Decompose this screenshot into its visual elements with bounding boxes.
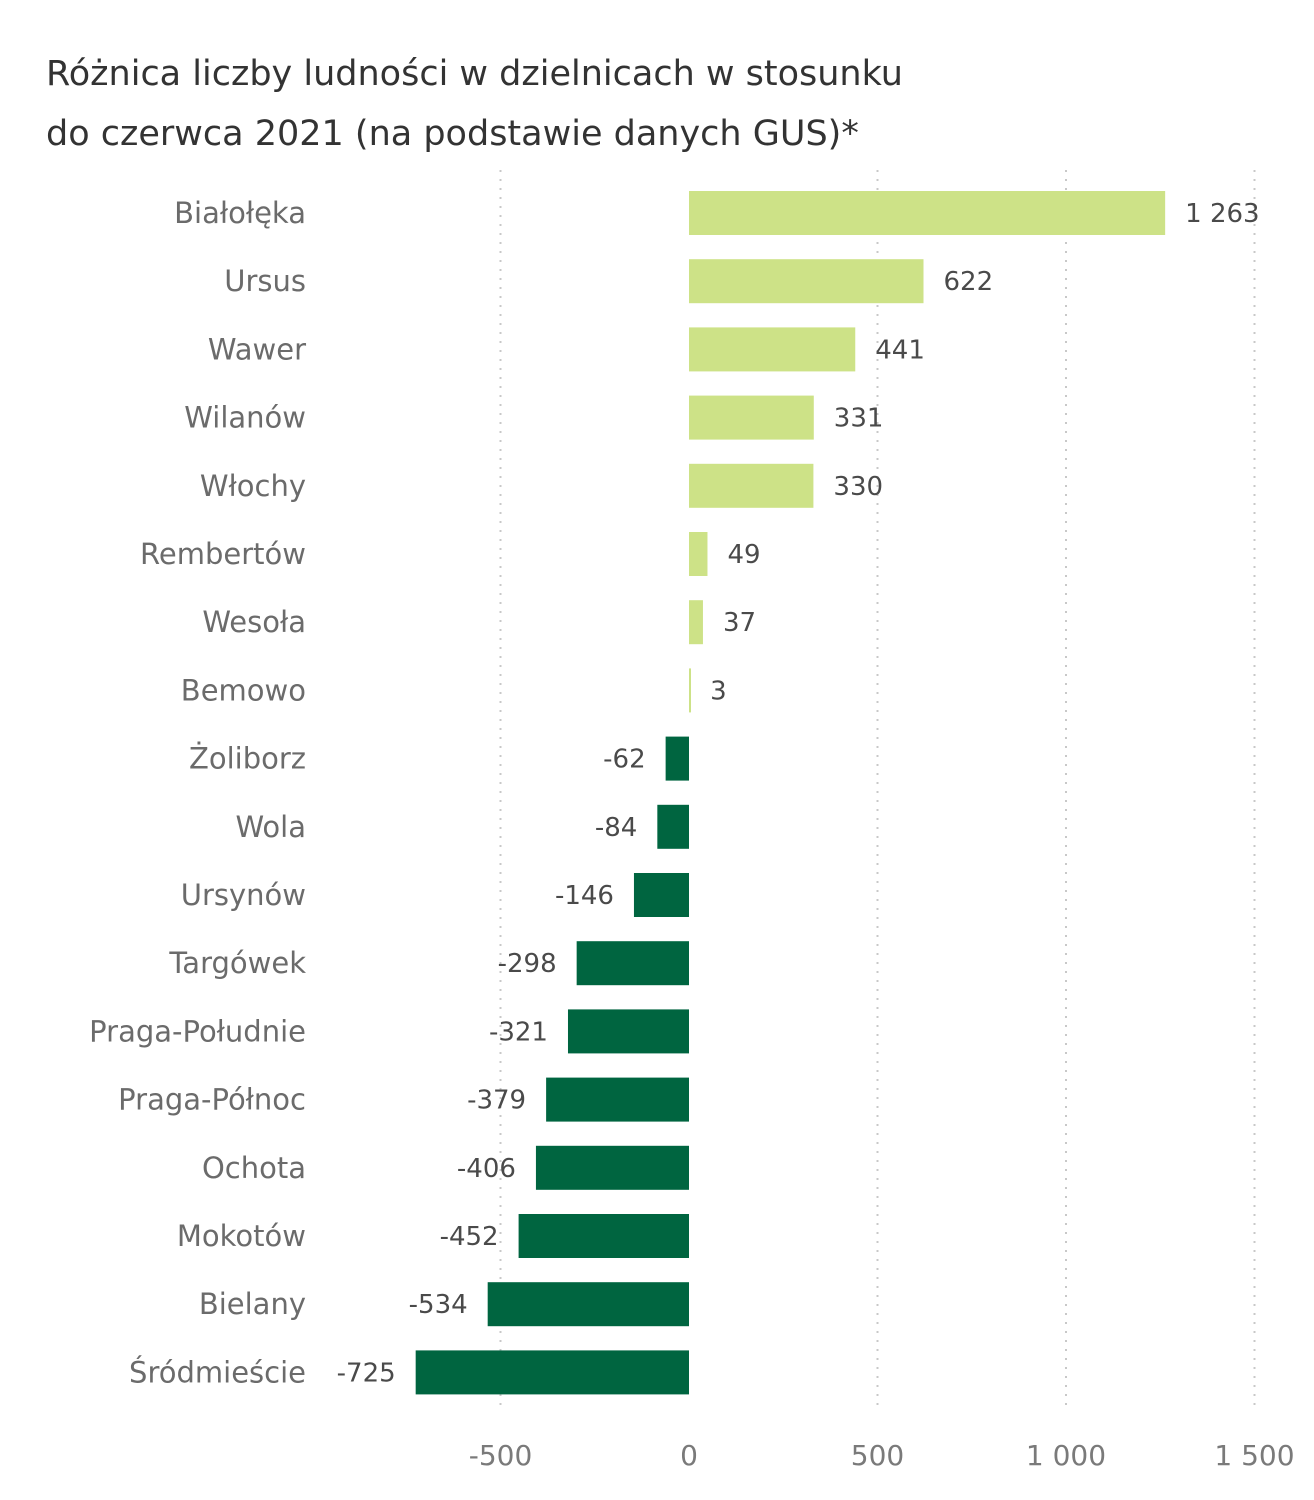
bar-3 [689, 395, 814, 440]
category-label-3: Wilanów [184, 401, 306, 435]
bar-7 [689, 668, 691, 713]
x-axis-ticks: -500 0 500 1 000 1 500 [469, 1439, 1295, 1472]
value-label-5: 49 [727, 540, 760, 570]
value-labels: 1 263 622 441 331 330 49 37 3 -62 -84 -146 -298 -321… [337, 199, 1260, 1388]
category-label-2: Wawer [208, 332, 306, 366]
bar-11 [576, 941, 689, 986]
category-label-9: Wola [235, 810, 306, 844]
bar-10 [633, 873, 689, 917]
value-label-15: -452 [440, 1222, 499, 1252]
value-label-1: 622 [943, 267, 993, 297]
category-label-5: Rembertów [140, 537, 306, 571]
category-label-13: Praga-Północ [118, 1083, 306, 1117]
value-label-14: -406 [457, 1154, 516, 1184]
value-label-3: 331 [834, 404, 884, 434]
category-label-10: Ursynów [181, 878, 306, 912]
bars [415, 191, 1166, 1395]
category-label-11: Targówek [168, 946, 306, 980]
value-label-7: 3 [710, 676, 727, 706]
bar-14 [535, 1145, 689, 1190]
chart-title-line-2: do czerwca 2021 (na podstawie danych GUS… [46, 114, 859, 154]
value-label-10: -146 [555, 881, 614, 911]
chart-title-line-1: Różnica liczby ludności w dzielnicach w … [46, 54, 903, 94]
value-label-17: -725 [337, 1358, 396, 1388]
x-tick-label-4: 1 500 [1214, 1439, 1294, 1472]
category-label-7: Bemowo [181, 673, 306, 707]
x-tick-label-1: 0 [680, 1439, 698, 1472]
bar-6 [689, 600, 703, 645]
category-label-8: Żoliborz [189, 742, 306, 776]
value-label-11: -298 [498, 949, 557, 979]
bar-9 [657, 804, 689, 849]
x-tick-label-2: 500 [851, 1439, 904, 1472]
bar-13 [546, 1077, 689, 1122]
value-label-16: -534 [409, 1290, 468, 1320]
bar-15 [518, 1214, 689, 1258]
bar-12 [567, 1009, 689, 1054]
value-label-13: -379 [467, 1086, 526, 1116]
category-labels: Białołęka Ursus Wawer Wilanów Włochy Rembertó… [89, 196, 306, 1389]
value-label-2: 441 [875, 335, 925, 365]
category-label-0: Białołęka [174, 196, 306, 230]
category-label-14: Ochota [202, 1151, 306, 1185]
value-label-0: 1 263 [1185, 199, 1259, 229]
value-label-6: 37 [723, 608, 756, 638]
x-tick-label-3: 1 000 [1026, 1439, 1106, 1472]
bar-5 [689, 532, 708, 576]
category-label-17: Śródmieście [129, 1355, 306, 1389]
bar-8 [665, 736, 689, 781]
value-label-12: -321 [489, 1017, 548, 1047]
bar-1 [689, 259, 924, 304]
category-label-1: Ursus [224, 264, 306, 298]
category-label-12: Praga-Południe [89, 1014, 306, 1048]
value-label-4: 330 [833, 472, 883, 502]
category-label-4: Włochy [200, 469, 306, 503]
category-label-16: Bielany [199, 1287, 306, 1321]
chart-title: Różnica liczby ludności w dzielnicach w … [46, 44, 1246, 164]
bar-0 [689, 191, 1166, 235]
category-label-6: Wesoła [202, 605, 306, 639]
bar-2 [689, 327, 856, 372]
category-label-15: Mokotów [177, 1219, 306, 1253]
bar-4 [689, 463, 814, 508]
bar-17 [415, 1350, 689, 1395]
bar-16 [487, 1282, 689, 1327]
x-tick-label-0: -500 [469, 1439, 533, 1472]
value-label-8: -62 [603, 745, 645, 775]
value-label-9: -84 [595, 813, 637, 843]
